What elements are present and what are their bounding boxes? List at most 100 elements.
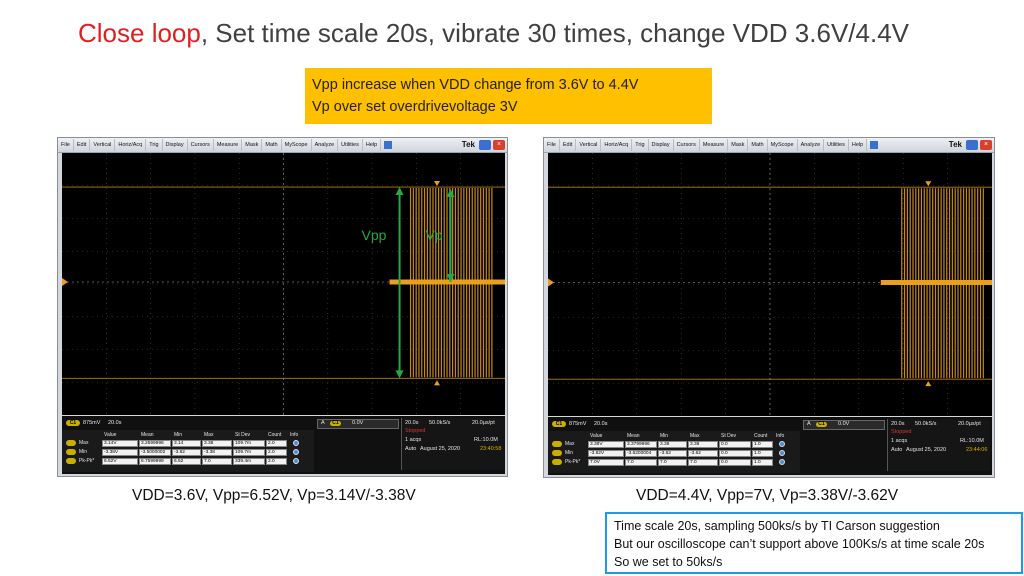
horiz-scale: 20.0s (405, 420, 419, 426)
meas-header: Info (776, 433, 785, 439)
trigger-channel-badge: C1 (816, 422, 827, 427)
close-icon[interactable]: × (493, 140, 505, 150)
trace-baseline (880, 280, 992, 285)
menu-item-file[interactable]: File (58, 139, 74, 151)
meas-cell: 2.0 (266, 458, 287, 465)
acq-count: 1 acqs (891, 438, 908, 444)
trigger-box[interactable]: A C1 0.0V (803, 420, 885, 430)
horizontal-box: 20.0s 50.0kS/s 20.0µs/pt Stopped 1 acqs RL:10… (401, 418, 504, 470)
menu-item-trig[interactable]: Trig (632, 139, 649, 151)
menu-item-trig[interactable]: Trig (146, 139, 163, 151)
menu-item-utilities[interactable]: Utilities (824, 139, 849, 151)
channel-1-badge[interactable]: C1 (66, 420, 80, 426)
meas-cell: 7.0 (202, 458, 232, 465)
sample-rate: 50.0kS/s (429, 420, 451, 426)
vp-arrow-head-up (446, 189, 455, 198)
info-icon[interactable] (779, 441, 785, 447)
meas-cell: 109.7m (233, 440, 265, 447)
menu-item-analyze[interactable]: Analyze (798, 139, 825, 151)
channel-1-badge[interactable]: C1 (552, 421, 566, 427)
menu-item-vertical[interactable]: Vertical (576, 139, 602, 151)
trigger-marker-top (433, 181, 440, 187)
menu-item-horizacq[interactable]: Horiz/Acq (601, 139, 633, 151)
meas-row-name: Min (79, 449, 88, 455)
menu-item-math[interactable]: Math (262, 139, 282, 151)
meas-cell: 0.0 (719, 441, 751, 448)
close-icon[interactable]: × (980, 140, 992, 150)
meas-cell: 0.0 (719, 459, 751, 466)
trigger-symbol: A (321, 420, 325, 426)
menu-item-mask[interactable]: Mask (728, 139, 749, 151)
menu-item-help[interactable]: Help (849, 139, 868, 151)
menu-item-math[interactable]: Math (748, 139, 768, 151)
menu-item-mask[interactable]: Mask (242, 139, 263, 151)
time-per-div: 20.0s (108, 420, 122, 426)
menu-item-myscope[interactable]: MyScope (768, 139, 798, 151)
menu-item-edit[interactable]: Edit (74, 139, 91, 151)
info-icon[interactable] (779, 450, 785, 456)
menu-item-cursors[interactable]: Cursors (674, 139, 700, 151)
meas-cell: -3.62 (658, 450, 687, 457)
meas-row-channel-badge (66, 440, 76, 446)
menu-item-analyze[interactable]: Analyze (312, 139, 339, 151)
minimize-icon[interactable] (966, 140, 978, 150)
menu-item-utilities[interactable]: Utilities (338, 139, 363, 151)
menu-item-measure[interactable]: Measure (214, 139, 243, 151)
minimize-icon[interactable] (479, 140, 491, 150)
meas-header: Count (268, 432, 282, 438)
menu-item-myscope[interactable]: MyScope (282, 139, 312, 151)
meas-cell: -3.5000002 (139, 449, 171, 456)
meas-header: Count (754, 433, 768, 439)
meas-cell: 2.0 (266, 449, 287, 456)
trigger-box[interactable]: A C1 0.0V (317, 419, 399, 429)
meas-header: Min (660, 433, 669, 439)
trigger-mode: Auto (891, 447, 903, 453)
channel-ground-marker[interactable] (62, 278, 68, 286)
meas-cell: 1.0 (752, 441, 773, 448)
date: August 25, 2020 (420, 446, 461, 452)
meas-cell: 3.14V (102, 440, 138, 447)
meas-cell: -3.62 (688, 450, 718, 457)
info-icon[interactable] (293, 449, 299, 455)
channel-ground-marker[interactable] (548, 278, 554, 287)
brand-logo: Tek (461, 140, 475, 149)
menu-item-display[interactable]: Display (163, 139, 188, 151)
meas-cell: 7.0V (588, 459, 624, 466)
menu-item-vertical[interactable]: Vertical (90, 139, 116, 151)
menu-item-display[interactable]: Display (649, 139, 674, 151)
menu-item-cursors[interactable]: Cursors (188, 139, 214, 151)
meas-header: St Dev (721, 433, 737, 439)
vpp-arrow-head-up (395, 187, 404, 196)
acq-count: 1 acqs (405, 437, 422, 443)
menu-item-help[interactable]: Help (363, 139, 382, 151)
date: August 25, 2020 (906, 447, 947, 453)
time: 23:44:06 (966, 447, 988, 453)
meas-header: Mean (627, 433, 640, 439)
info-icon[interactable] (293, 458, 299, 464)
meas-cell: 3.38V (588, 441, 624, 448)
vp-arrow-head-down (446, 274, 455, 282)
meas-cell: -3.38 (202, 449, 232, 456)
help-dropdown-icon[interactable] (384, 141, 393, 149)
measurement-table: Value Mean Min Max St Dev Count Info Max 3.14V 3.… (62, 430, 314, 472)
meas-row-channel-badge (66, 458, 76, 464)
help-dropdown-icon[interactable] (870, 141, 879, 149)
record-length: RL:10.0M (960, 438, 984, 444)
info-icon[interactable] (293, 440, 299, 446)
menu-item-horizacq[interactable]: Horiz/Acq (115, 139, 147, 151)
vpp-label: Vpp (362, 227, 387, 243)
meas-cell: 6.52V (102, 458, 138, 465)
menu-item-edit[interactable]: Edit (560, 139, 577, 151)
meas-cell: -3.6200004 (625, 450, 657, 457)
time: 23:40:58 (480, 446, 502, 452)
trigger-marker-top (925, 181, 932, 187)
meas-cell: 7.0 (625, 459, 657, 466)
menu-item-measure[interactable]: Measure (700, 139, 729, 151)
meas-cell: 2.0 (266, 440, 287, 447)
info-icon[interactable] (779, 459, 785, 465)
time-per-div: 20.0s (594, 421, 608, 427)
meas-header: Info (290, 432, 299, 438)
blue-note: Time scale 20s, sampling 500ks/s by TI C… (605, 512, 1023, 574)
meas-row-name: Max (565, 441, 575, 447)
menu-item-file[interactable]: File (544, 139, 560, 151)
